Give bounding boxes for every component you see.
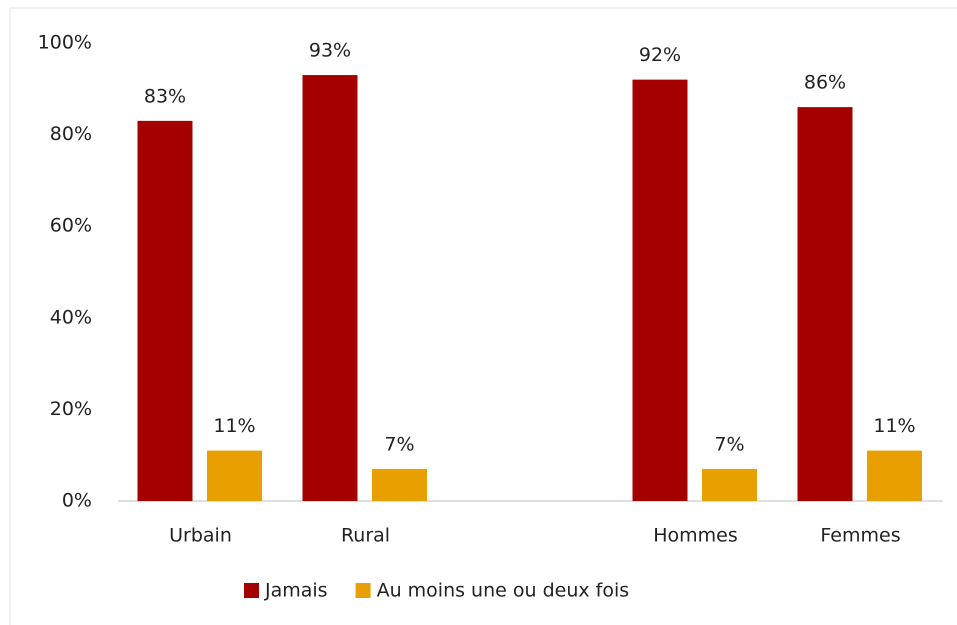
bar [632,79,688,501]
value-label: 93% [309,40,351,62]
value-label: 83% [144,85,186,107]
value-label: 11% [873,415,915,437]
y-tick-label: 60% [50,215,92,237]
y-tick-label: 80% [50,123,92,145]
bar [302,75,358,501]
legend-swatch [244,583,259,598]
bar [867,450,922,501]
x-tick-label: Hommes [653,525,738,547]
bar [372,468,427,501]
value-label: 11% [213,415,255,437]
y-tick-label: 20% [50,398,92,420]
y-tick-label: 0% [62,490,92,512]
value-label: 92% [639,44,681,66]
x-tick-label: Femmes [820,525,900,547]
x-tick-label: Rural [341,525,390,547]
value-label: 7% [384,433,414,455]
bar [797,107,853,502]
bar [207,450,262,501]
y-tick-label: 40% [50,306,92,328]
x-tick-label: Urbain [169,525,232,547]
y-tick-label: 100% [38,32,92,54]
value-label: 86% [804,72,846,94]
value-label: 7% [714,433,744,455]
bar [702,468,757,501]
legend-swatch [355,583,371,598]
legend-label: Jamais [264,580,328,602]
bar [137,120,193,502]
legend-label: Au moins une ou deux fois [377,580,630,602]
